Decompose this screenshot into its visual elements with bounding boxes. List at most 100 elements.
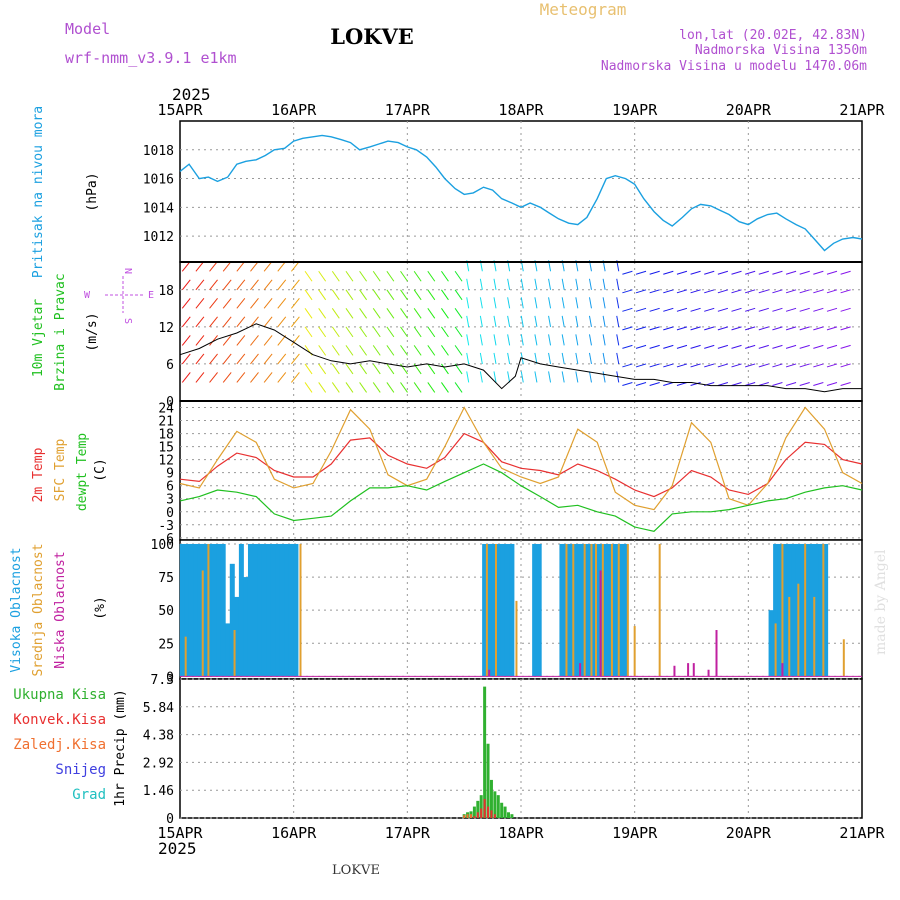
wind-arrow [717,270,729,275]
wind-arrow [826,381,838,386]
y-tick-label: 18 [158,284,174,299]
wind-arrow [717,363,729,368]
cloud-high-bar [804,543,810,677]
cloud-high-bar [773,543,779,677]
wind-arrow [840,289,851,294]
wind-arrow [602,352,606,365]
precip-conv-bar [493,814,496,818]
wind-arrow [826,289,838,294]
wind-arrow [548,278,552,290]
x-tick-label-bottom: 18APR [498,824,544,842]
wind-arrow [826,270,838,275]
precip-total-bar [506,812,510,818]
wind-arrow [840,381,851,386]
wind-arrow [400,289,408,301]
wind-arrow [840,270,851,275]
wind-arrow [799,326,810,331]
cloud-high-bar [266,543,272,677]
wind-arrow [635,344,647,349]
wind-arrow [400,345,408,356]
wind-arrow [622,363,633,368]
wind-arrow [304,382,313,393]
wind-arrow [799,270,810,275]
wind-arrow [479,334,483,346]
cloud-high-bar [586,543,592,677]
wind-arrow [704,344,715,349]
wind-arrow [663,270,674,275]
cloud-high-bar [288,543,294,677]
compass-rose: N S W E [84,268,154,324]
wind-arrow [717,381,729,386]
wind-arrow [575,371,579,383]
wind-arrow [520,297,524,309]
wind-arrow [277,279,287,291]
wind-arrow [772,381,783,386]
cloud-mid-bar [797,583,800,677]
wind-arrow [602,297,606,309]
wind-arrow [731,344,742,349]
wind-arrow [622,307,633,312]
wind-arrow [372,326,381,338]
wind-arrow [635,270,647,275]
wind-arrow [479,315,483,327]
cloud-low-bar [781,663,784,677]
cloud-low-ylabel: Niska Oblacnost [53,551,68,668]
cloud-low-bar [707,669,710,677]
wind-arrow [704,270,715,275]
wind-arrow [731,270,742,275]
precip-frz-bar [466,814,469,818]
wind-arrow [345,363,354,375]
wind-arrow [359,289,368,301]
cloud-high-bar [188,543,194,677]
wind-arrow [575,352,579,365]
wind-arrow [466,297,470,309]
wind-arrow [588,371,592,383]
y-tick-label: 12 [158,321,174,336]
cloud-high-bar [275,543,281,677]
cloud-high-bar [482,543,488,677]
wind-arrow [291,353,300,365]
cloud-high-bar [202,543,208,677]
legend-hail: Grad [72,787,106,803]
wind-arrow [304,270,313,282]
wind-arrow [263,279,273,291]
wind-arrow [588,334,592,346]
cloud-low-bar [599,570,602,677]
wind-arrow [534,334,538,346]
wind-arrow [676,289,688,294]
wind-arrow [758,307,769,312]
wind-arrow [236,372,246,383]
wind-arrow [400,382,408,393]
wind-arrow [466,352,470,365]
wind-arrow [745,344,756,349]
wind-arrow [195,372,205,383]
wind-arrow [717,344,729,349]
wind-arrow [507,278,511,290]
wind-arrow [331,382,340,393]
wind-arrow [277,316,287,328]
wind-arrow [507,315,511,327]
wind-arrow [534,371,538,383]
x-tick-label-bottom: 19APR [612,824,658,842]
wind-arrow [745,381,756,386]
wind-arrow [372,382,381,393]
wind-arrow [635,326,647,331]
wind-arrow [799,289,810,294]
y-tick-label: 7.3 [151,673,174,688]
cloud-high-bar [791,543,797,677]
wind-arrow [372,363,381,375]
cloud-high-bar [814,543,820,677]
wind-arrow [507,371,511,383]
cloud-high-bar [279,543,285,677]
x-tick-label-bottom: 21APR [839,824,885,842]
lonlat-label: lon,lat (20.02E, 42.83N) [679,28,867,43]
wind-arrow [181,372,191,383]
cloud-mid-bar [813,596,816,677]
wind-arrow [622,344,633,349]
wind-arrow [785,363,797,368]
cloud-high-bar [229,563,235,677]
precip-total-bar [496,795,500,818]
wind-arrow [493,371,497,383]
wind-arrow [561,278,565,290]
wind-arrow [441,270,449,282]
